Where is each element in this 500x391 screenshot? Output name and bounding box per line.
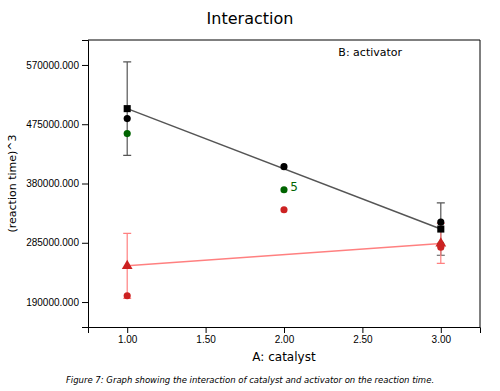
point bbox=[124, 105, 131, 112]
y-tick: 285000.000 bbox=[26, 237, 88, 248]
y-tick-label: 190000.000 bbox=[26, 297, 79, 308]
x-tick: 1.50 bbox=[196, 327, 216, 345]
y-tick-label: 380000.000 bbox=[26, 178, 79, 189]
y-tick-label: 475000.000 bbox=[26, 119, 79, 130]
plot-frame bbox=[88, 40, 480, 41]
point bbox=[435, 237, 446, 246]
y-tick-label: 570000.000 bbox=[26, 60, 79, 71]
point bbox=[437, 226, 444, 233]
subtitle: B: activator bbox=[338, 46, 402, 59]
marks bbox=[122, 62, 446, 300]
y-tick-mark bbox=[82, 124, 88, 125]
error-bar bbox=[437, 203, 445, 255]
y-axis: 190000.000 285000.000 380000.000 475000.000… bbox=[26, 41, 88, 328]
point bbox=[437, 219, 444, 226]
x-tick: 1.00 bbox=[118, 327, 138, 345]
y-tick-mark bbox=[82, 184, 88, 185]
y-tick-mark bbox=[82, 302, 88, 303]
point bbox=[280, 163, 287, 170]
x-tick-mark bbox=[127, 327, 128, 333]
point bbox=[280, 186, 287, 193]
x-tick-label: 3.00 bbox=[432, 334, 452, 345]
y-axis-line bbox=[82, 41, 89, 328]
title: Interaction bbox=[207, 9, 294, 28]
x-tick-mark bbox=[284, 327, 285, 333]
x-tick-mark bbox=[441, 327, 442, 333]
plot-area: 1.00 1.50 2.00 2.50 3.00 190000.000 285000.000… bbox=[26, 40, 480, 345]
plot-frame bbox=[480, 40, 481, 327]
y-tick: 380000.000 bbox=[26, 178, 88, 189]
x-axis-label: A: catalyst bbox=[252, 350, 316, 364]
x-tick-mark bbox=[362, 327, 363, 333]
annotation: 5 bbox=[290, 180, 298, 194]
x-axis-line bbox=[89, 328, 481, 334]
caption: Figure 7: Graph showing the interaction … bbox=[66, 375, 434, 385]
y-axis-label: (reaction time)^3 bbox=[6, 134, 19, 232]
point bbox=[124, 130, 131, 137]
x-tick-label: 1.00 bbox=[118, 334, 138, 345]
line bbox=[127, 109, 441, 229]
chart: 1.00 1.50 2.00 2.50 3.00 190000.000 285000.000… bbox=[0, 0, 500, 391]
line bbox=[127, 243, 441, 265]
x-axis: 1.00 1.50 2.00 2.50 3.00 bbox=[89, 327, 481, 345]
x-tick: 2.00 bbox=[275, 327, 295, 345]
x-tick-label: 2.50 bbox=[353, 334, 373, 345]
x-tick-label: 2.00 bbox=[275, 334, 295, 345]
y-tick: 475000.000 bbox=[26, 119, 88, 130]
y-tick-mark bbox=[82, 65, 88, 66]
x-tick-label: 1.50 bbox=[196, 334, 216, 345]
y-tick-label: 285000.000 bbox=[26, 237, 79, 248]
y-tick-mark bbox=[82, 243, 88, 244]
x-tick-mark bbox=[206, 327, 207, 333]
y-tick: 570000.000 bbox=[26, 60, 88, 71]
point bbox=[124, 292, 131, 299]
x-tick: 3.00 bbox=[432, 327, 452, 345]
y-tick: 190000.000 bbox=[26, 297, 88, 308]
error-bar bbox=[123, 62, 131, 156]
x-tick: 2.50 bbox=[353, 327, 373, 345]
point bbox=[124, 115, 131, 122]
point bbox=[122, 260, 133, 269]
point bbox=[280, 206, 287, 213]
